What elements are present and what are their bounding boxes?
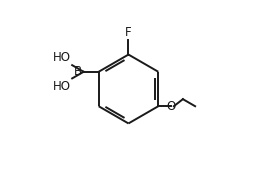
Text: HO: HO — [53, 51, 71, 64]
Text: HO: HO — [53, 80, 71, 93]
Text: F: F — [125, 26, 132, 39]
Text: O: O — [166, 100, 175, 113]
Text: B: B — [74, 65, 82, 78]
